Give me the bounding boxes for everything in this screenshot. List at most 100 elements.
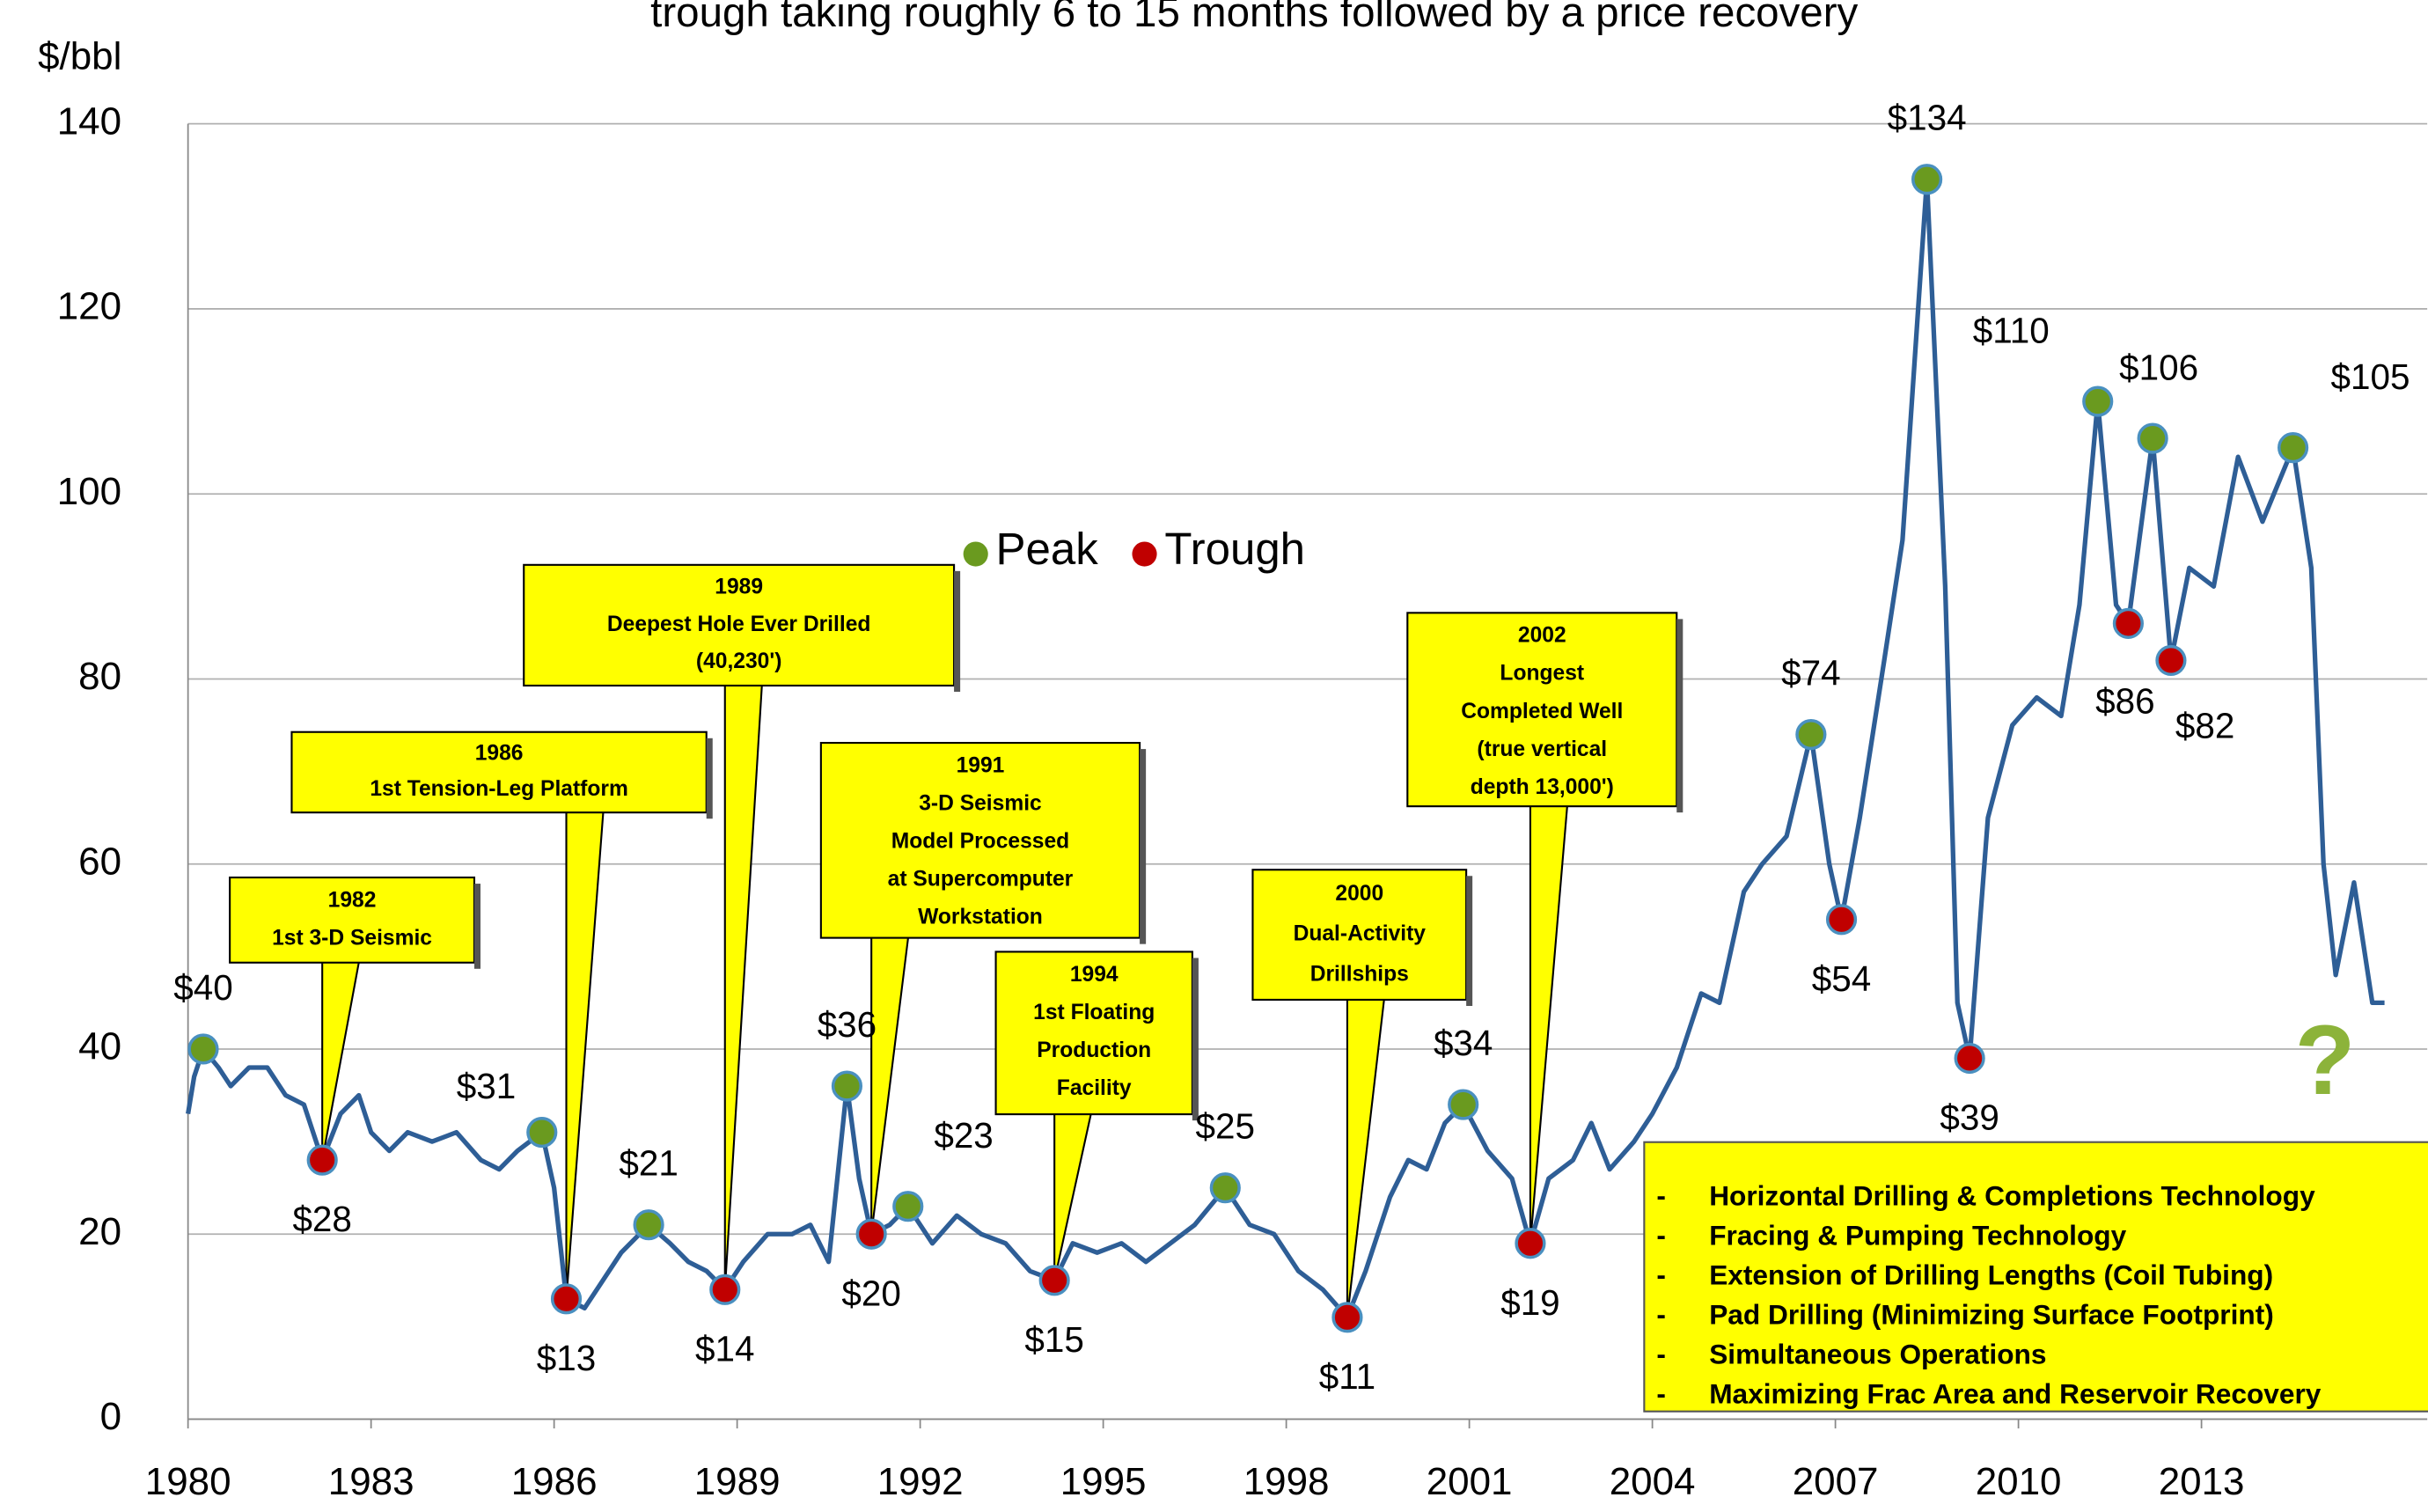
peak-marker	[1911, 164, 1943, 195]
trough-marker	[1038, 1265, 1070, 1296]
value-label: $23	[934, 1115, 993, 1156]
callout-text: Completed Well	[1461, 700, 1623, 723]
bullet: -	[1656, 1179, 1666, 1211]
y-tick-label: 100	[57, 470, 121, 513]
technology-item: Horizontal Drilling & Completions Techno…	[1709, 1179, 2315, 1211]
callout-text: (40,230')	[696, 650, 782, 673]
y-tick-label: 120	[57, 285, 121, 328]
callout-text: Production	[1037, 1039, 1151, 1062]
x-tick-label: 2013	[2159, 1460, 2245, 1503]
y-tick-label: 0	[100, 1395, 121, 1438]
trough-marker	[1954, 1042, 1985, 1075]
callout: 2000 Dual-Activity Drillships	[1251, 869, 1473, 1317]
value-label: $105	[2331, 356, 2410, 397]
callout: 1982 1st 3-D Seismic	[229, 876, 480, 1161]
callout-shadow	[473, 884, 480, 969]
bullet: -	[1656, 1219, 1666, 1251]
price-line	[186, 177, 2385, 1320]
trough-marker	[1515, 1228, 1546, 1259]
peak-marker	[2137, 422, 2168, 454]
callout-box	[523, 563, 956, 687]
technology-box: - Horizontal Drilling & Completions Techn…	[1643, 1141, 2428, 1413]
value-label: $14	[695, 1328, 754, 1369]
callout-text: 1991	[957, 753, 1005, 777]
technology-item: Maximizing Frac Area and Reservoir Recov…	[1709, 1377, 2322, 1409]
peak-marker	[831, 1070, 863, 1102]
y-tick-label: 80	[78, 655, 121, 698]
callout-text: Dual-Activity	[1294, 922, 1427, 946]
y-axis-label: $/bbl	[38, 34, 121, 77]
y-tick-label: 40	[78, 1025, 121, 1068]
value-label: $134	[1888, 98, 1967, 138]
y-tick-label: 60	[78, 840, 121, 883]
x-tick-label: 1992	[877, 1460, 964, 1503]
value-label: $86	[2095, 681, 2154, 722]
callout-text: 1989	[715, 576, 763, 599]
value-label: $20	[841, 1273, 900, 1313]
callout-text: 1st Tension-Leg Platform	[370, 777, 628, 801]
callout-text: depth 13,000')	[1471, 775, 1614, 799]
callout-text: Model Processed	[891, 830, 1069, 854]
trough-marker	[550, 1283, 583, 1315]
value-label: $40	[173, 967, 232, 1008]
x-tick-label: 2007	[1793, 1460, 1879, 1503]
x-tick-label: 1983	[328, 1460, 414, 1503]
callout-pointer	[321, 958, 361, 1161]
bullet: -	[1656, 1377, 1666, 1409]
x-tick-label: 1986	[511, 1460, 598, 1503]
callout-pointer	[1053, 1110, 1093, 1281]
legend-marker	[963, 541, 988, 567]
callout-text: Workstation	[918, 906, 1043, 929]
callout-text: at Supercomputer	[888, 868, 1074, 892]
callout-text: 3-D Seismic	[919, 791, 1042, 815]
trough-marker	[855, 1218, 887, 1250]
callout-text: Drillships	[1310, 962, 1409, 986]
peak-marker	[633, 1209, 664, 1241]
x-tick-label: 1989	[694, 1460, 781, 1503]
callout-text: Longest	[1500, 662, 1584, 686]
callout-text: 1st Floating	[1033, 1001, 1155, 1024]
question-mark: ?	[2295, 1004, 2356, 1115]
y-tick-label: 20	[78, 1210, 121, 1253]
callout-text: 2002	[1518, 624, 1566, 648]
peak-marker	[1209, 1172, 1241, 1204]
bullet: -	[1656, 1298, 1666, 1330]
callout-box	[290, 730, 708, 814]
peak-marker	[526, 1117, 558, 1149]
value-label: $21	[619, 1143, 678, 1184]
callout-shadow	[954, 570, 961, 693]
callout: 2002 Longest Completed Well (true vertical d…	[1406, 612, 1683, 1244]
callout-shadow	[1676, 619, 1683, 813]
callout-shadow	[1466, 876, 1473, 1006]
value-label: $28	[292, 1199, 351, 1239]
trough-marker	[306, 1144, 338, 1176]
callout-box	[1406, 612, 1678, 808]
callout-box	[994, 951, 1193, 1116]
value-label: $74	[1781, 652, 1840, 693]
callout-shadow	[706, 738, 713, 819]
technology-box-bg	[1643, 1141, 2428, 1413]
x-tick-label: 1998	[1243, 1460, 1330, 1503]
legend-label: Peak	[996, 524, 1099, 574]
peak-marker	[892, 1191, 924, 1222]
chart-title: trough taking roughly 6 to 15 months fol…	[650, 0, 1858, 36]
x-tick-label: 1995	[1060, 1460, 1147, 1503]
y-tick-label: 140	[57, 99, 121, 143]
callout-text: 1986	[475, 742, 524, 766]
trough-marker	[709, 1273, 741, 1305]
value-label: $106	[2119, 347, 2198, 387]
technology-item: Extension of Drilling Lengths (Coil Tubi…	[1709, 1259, 2273, 1290]
callout-pointer	[565, 808, 605, 1299]
peak-marker	[2278, 432, 2309, 464]
callout-text: 2000	[1335, 882, 1383, 906]
legend-label: Trough	[1164, 524, 1305, 574]
value-label: $110	[1973, 310, 2050, 350]
bullet: -	[1656, 1338, 1666, 1369]
value-label: $54	[1812, 958, 1871, 999]
technology-item: Fracing & Pumping Technology	[1709, 1219, 2126, 1251]
callout-text: (true vertical	[1477, 738, 1607, 761]
value-label: $13	[537, 1338, 596, 1378]
peak-marker	[1448, 1089, 1479, 1120]
